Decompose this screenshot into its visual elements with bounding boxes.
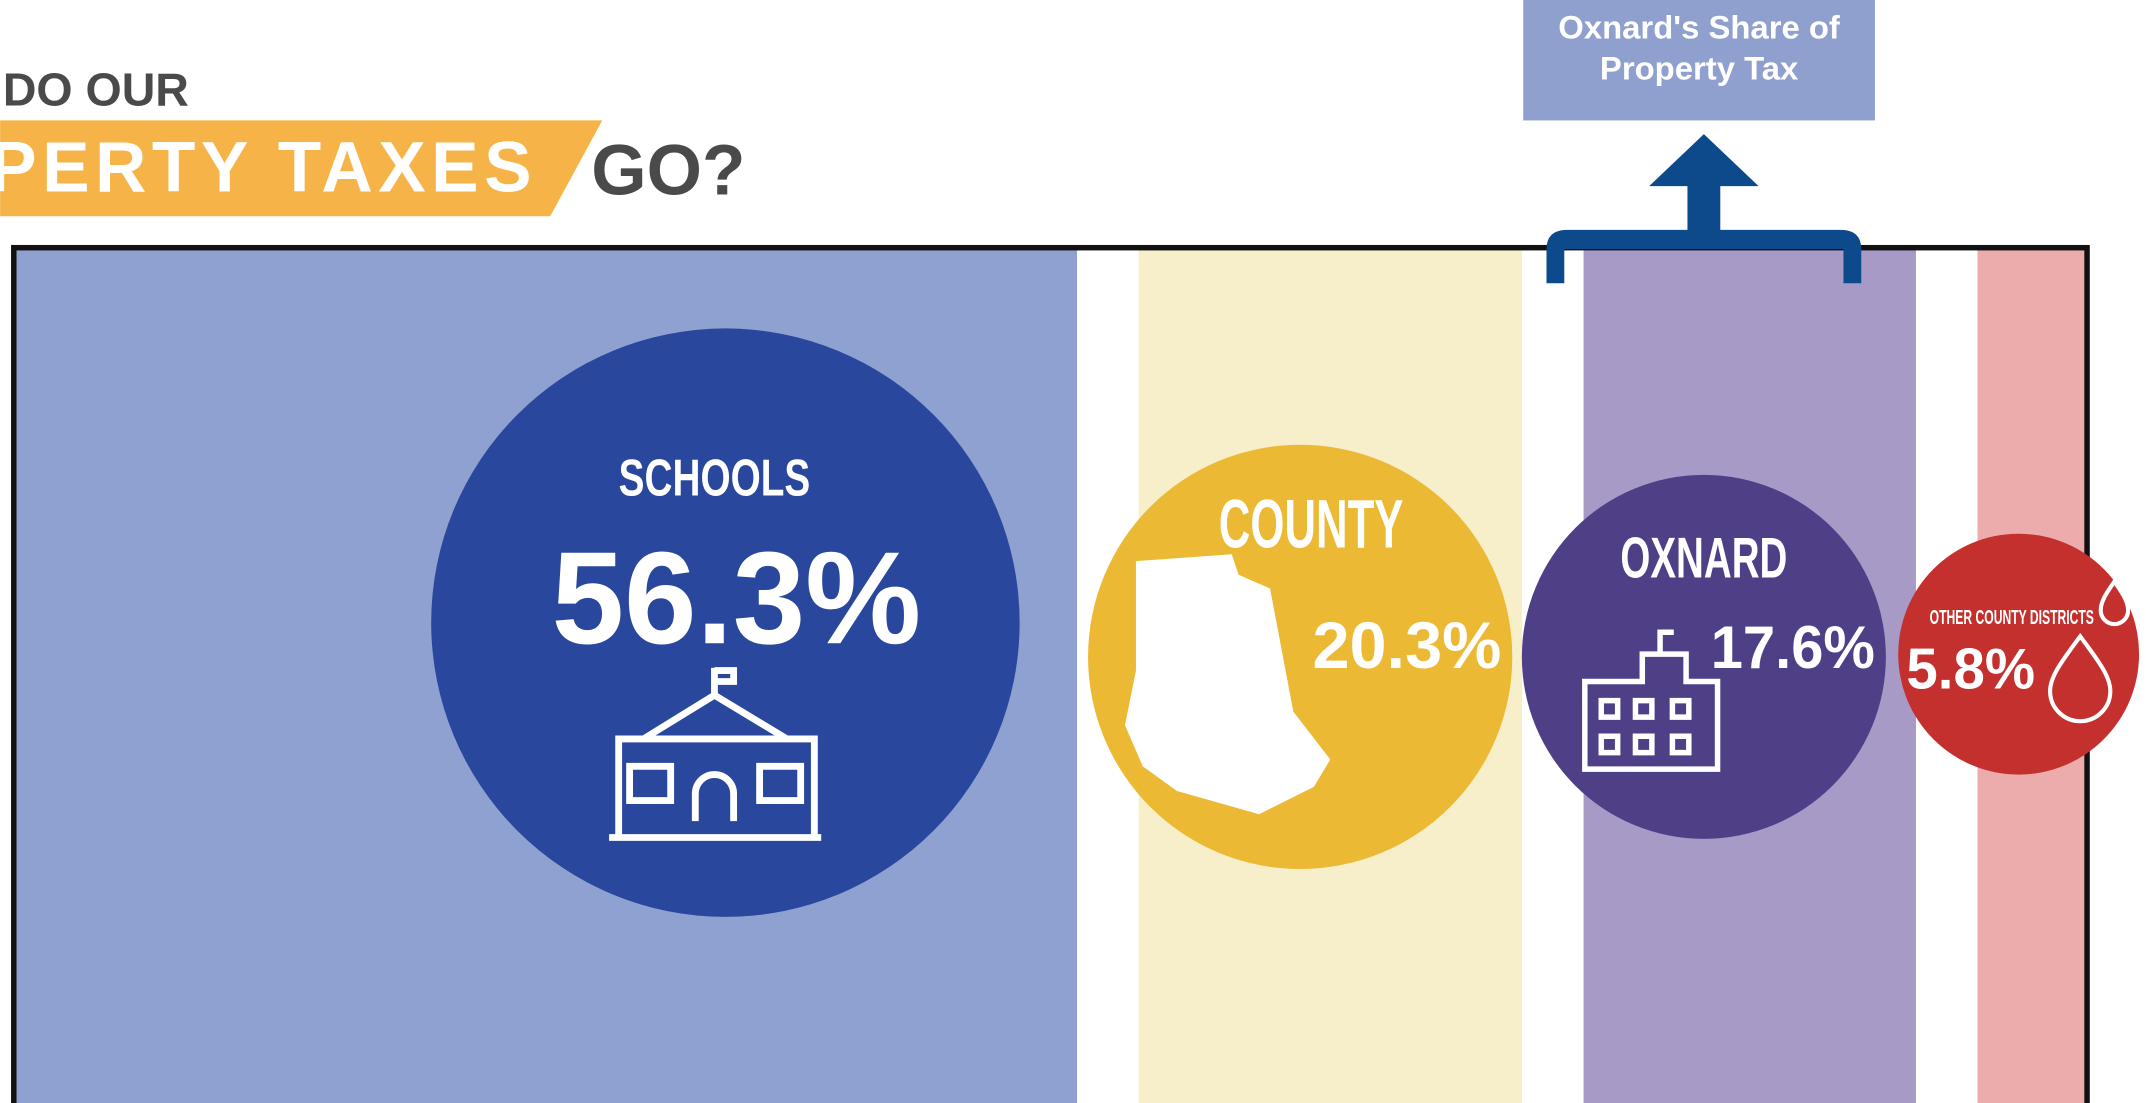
share-circle (431, 328, 1020, 917)
drop-icon (2048, 578, 2131, 724)
annotation: Oxnard's Share of Property Tax (1558, 9, 1840, 88)
title-highlight (0, 120, 603, 217)
bracket-arrow (1546, 134, 1862, 284)
value-label: 5.8% (1906, 637, 2035, 701)
share-circle (1898, 533, 2140, 775)
category-label: SCHOOLS (619, 449, 811, 507)
value-label: 20.3% (1312, 609, 1501, 682)
school-icon (609, 667, 822, 841)
circles: SCHOOLS 56.3% COUNTY 20.3% OXNARD 17.6% OTHER … (431, 328, 2140, 917)
value-label: 17.6% (1711, 613, 1875, 681)
annotation-wrap: Oxnard's Share of Property Tax (1558, 9, 1840, 88)
title-line: PERTY TAXES (0, 129, 537, 208)
category-label: COUNTY (1219, 486, 1404, 562)
category-label: OTHER COUNTY DISTRICTS (1930, 606, 2094, 629)
county-icon (1125, 554, 1331, 815)
value-label: 56.3% (552, 524, 921, 671)
title-line: DO OUR (3, 63, 189, 115)
building-icon (1582, 629, 1721, 772)
category-label: OXNARD (1620, 527, 1787, 591)
share-circle (1521, 474, 1886, 839)
annotation-box (1523, 0, 1875, 121)
title-line: GO? (591, 131, 745, 210)
